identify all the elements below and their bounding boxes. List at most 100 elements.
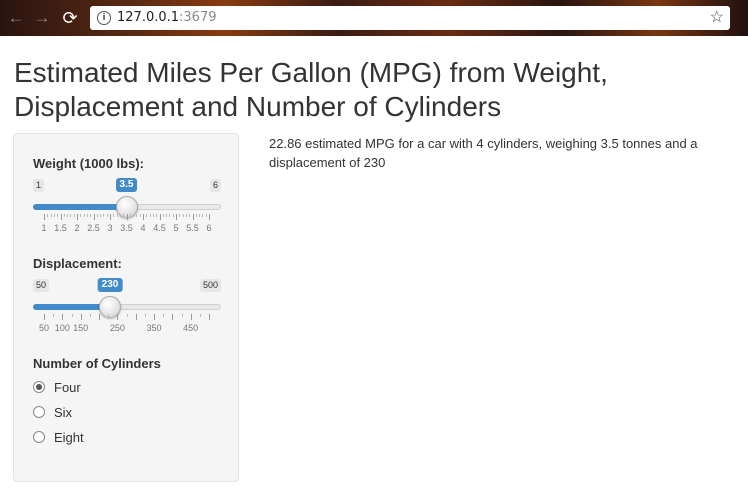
slider-tick-major: [176, 214, 177, 220]
displacement-slider-bar: [33, 304, 110, 310]
slider-tick: [136, 214, 138, 217]
slider-tick: [181, 314, 183, 317]
slider-tick-label: 1.5: [54, 223, 67, 233]
slider-tick-major: [44, 314, 45, 320]
slider-tick-major: [99, 314, 100, 320]
slider-tick: [126, 314, 128, 317]
slider-tick: [189, 214, 191, 217]
slider-tick: [146, 214, 148, 217]
slider-tick: [182, 214, 184, 217]
slider-tick: [166, 214, 168, 217]
slider-tick-major: [110, 214, 111, 220]
slider-tick-label: 3: [107, 223, 113, 233]
slider-tick: [199, 314, 201, 317]
slider-tick: [119, 214, 121, 217]
slider-tick: [156, 214, 158, 217]
slider-tick: [106, 214, 108, 217]
radio-four-label[interactable]: Four: [54, 380, 81, 395]
weight-slider-bar: [33, 204, 127, 210]
weight-label: Weight (1000 lbs):: [33, 156, 145, 171]
slider-tick: [129, 214, 131, 217]
radio-four-button[interactable]: [33, 381, 45, 393]
url-port: :3679: [179, 10, 217, 25]
url-host: 127.0.0.1: [117, 10, 180, 25]
cylinders-label: Number of Cylinders: [33, 356, 161, 371]
slider-tick-major: [154, 314, 155, 320]
slider-tick: [100, 214, 102, 217]
displacement-slider[interactable]: 50 500 230 50 100 150 250 350 450: [33, 278, 221, 359]
mpg-output-text: 22.86 estimated MPG for a car with 4 cyl…: [269, 136, 698, 170]
slider-tick-label: 1: [41, 223, 47, 233]
weight-min-label: 1: [33, 179, 45, 192]
slider-tick-major: [159, 214, 161, 220]
slider-tick-label: 3.5: [120, 223, 133, 233]
slider-tick: [53, 214, 55, 217]
slider-tick: [179, 214, 181, 217]
slider-tick: [63, 214, 65, 217]
slider-tick-label: 5.5: [186, 223, 199, 233]
slider-tick: [47, 214, 49, 217]
slider-tick-major: [135, 314, 137, 320]
displacement-label: Displacement:: [33, 256, 122, 271]
slider-tick-label: 100: [54, 323, 70, 333]
slider-tick-label: 5: [173, 223, 179, 233]
arrow-left-icon[interactable]: ←: [7, 8, 25, 27]
slider-tick-label: 2.5: [87, 223, 100, 233]
slider-tick: [71, 314, 73, 317]
slider-tick-major: [60, 214, 62, 220]
displacement-value-badge: 230: [97, 278, 123, 292]
slider-tick-label: 4: [140, 223, 146, 233]
displacement-slider-handle[interactable]: [99, 296, 121, 318]
slider-tick-major: [209, 314, 210, 320]
slider-tick-label: 4.5: [153, 223, 166, 233]
slider-tick: [162, 214, 164, 217]
slider-tick-label: 350: [146, 323, 162, 333]
slider-tick-major: [77, 214, 78, 220]
arrow-right-icon[interactable]: →: [33, 8, 51, 27]
weight-max-label: 6: [209, 179, 221, 192]
slider-tick: [133, 214, 135, 217]
radio-six-label[interactable]: Six: [54, 405, 73, 420]
slider-tick: [83, 214, 85, 217]
slider-tick-label: 250: [109, 323, 125, 333]
slider-tick: [67, 214, 69, 217]
slider-tick: [172, 214, 174, 217]
input-panel: Weight (1000 lbs): 1 6 3.5 1 1.5 2 2.5 3 3.5 4…: [13, 133, 239, 482]
slider-tick: [195, 214, 197, 217]
slider-tick: [108, 314, 110, 317]
radio-eight-button[interactable]: [33, 431, 45, 443]
slider-tick: [144, 314, 146, 317]
slider-tick: [139, 214, 141, 217]
slider-tick-major: [172, 314, 174, 320]
slider-tick: [90, 214, 92, 217]
slider-tick-label: 6: [206, 223, 212, 233]
info-icon[interactable]: i: [97, 11, 111, 25]
reload-icon[interactable]: ⟳: [62, 8, 78, 28]
weight-slider[interactable]: 1 6 3.5 1 1.5 2 2.5 3 3.5 4 4.5 5 5.5 6: [33, 178, 221, 259]
slider-tick: [169, 214, 171, 217]
slider-tick: [57, 214, 59, 217]
slider-tick-label: 150: [73, 323, 89, 333]
browser-toolbar: ← → ⟳ i 127.0.0.1:3679 ☆: [0, 0, 748, 36]
slider-tick: [199, 214, 201, 217]
slider-tick-major: [44, 214, 45, 220]
slider-tick-major: [126, 214, 128, 220]
slider-tick-label: 50: [38, 323, 50, 333]
radio-six-button[interactable]: [33, 406, 45, 418]
slider-tick: [96, 214, 98, 217]
slider-tick: [152, 214, 154, 217]
slider-tick: [123, 214, 125, 217]
address-bar[interactable]: i 127.0.0.1:3679 ☆: [90, 6, 730, 30]
star-icon[interactable]: ☆: [709, 9, 724, 26]
slider-tick: [163, 314, 165, 317]
slider-tick-major: [190, 314, 192, 320]
slider-tick: [89, 314, 91, 317]
radio-eight-label[interactable]: Eight: [54, 430, 84, 445]
slider-tick: [70, 214, 72, 217]
slider-tick-major: [209, 214, 210, 220]
slider-tick-major: [117, 314, 119, 320]
slider-tick: [116, 214, 118, 217]
slider-tick: [113, 214, 115, 217]
slider-tick: [53, 314, 55, 317]
displacement-max-label: 500: [199, 279, 221, 292]
